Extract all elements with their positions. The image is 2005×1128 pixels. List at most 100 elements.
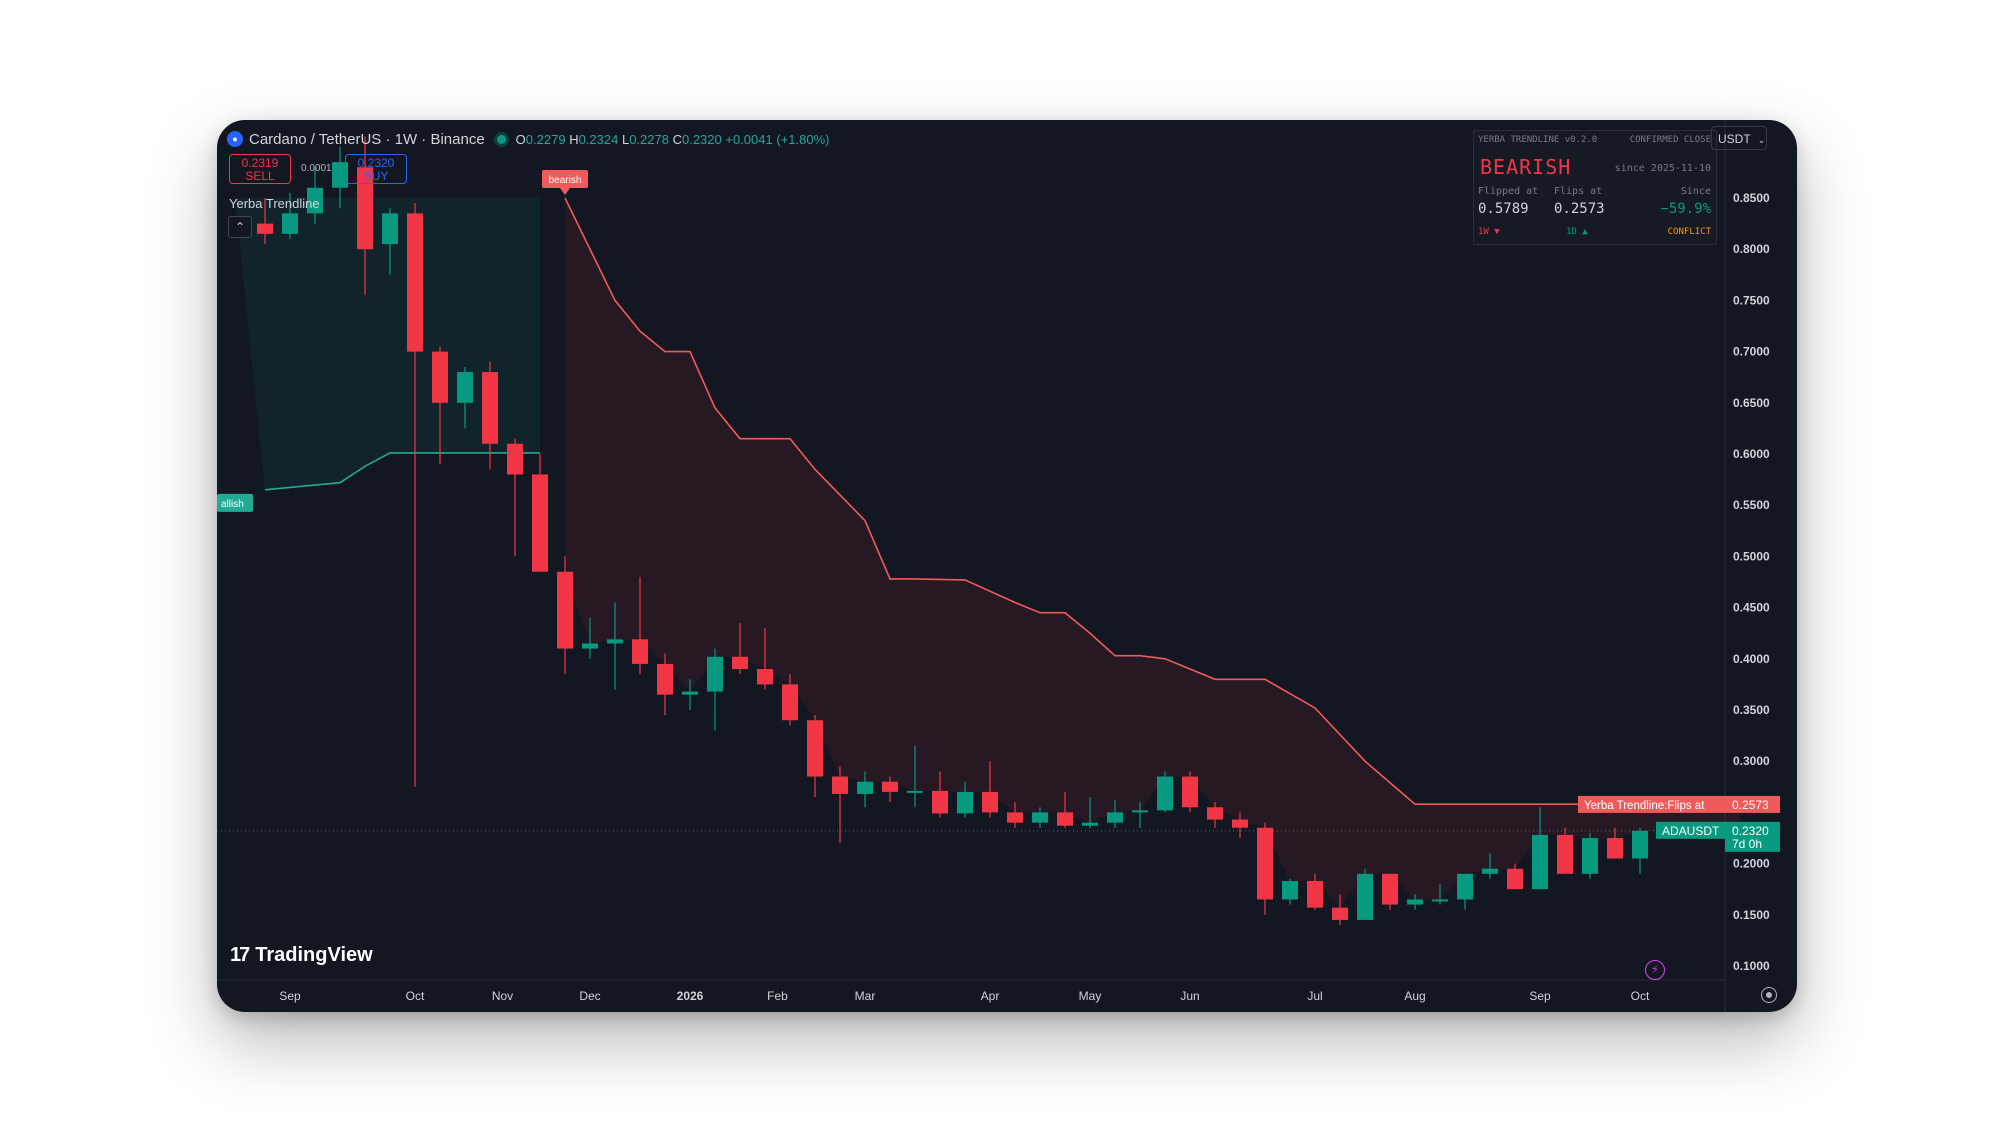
candle-body bbox=[882, 781, 898, 792]
price-chart[interactable]: 0.8500 0.8000 0.7500 0.7000 0.6500 0.6000 0.55… bbox=[217, 120, 1797, 1012]
bearish-tag-pointer bbox=[560, 188, 570, 195]
candle bbox=[707, 648, 723, 731]
ohlc-values: O0.2279 H0.2324 L0.2278 C0.2320 +0.0041 … bbox=[515, 131, 830, 147]
time-axis-label: Apr bbox=[981, 989, 1000, 1003]
panel-flipped-label: Flipped at bbox=[1478, 186, 1539, 197]
candle-body bbox=[857, 781, 873, 794]
gear-icon[interactable] bbox=[1761, 987, 1777, 1003]
candle-body bbox=[257, 223, 273, 234]
candle-body bbox=[1182, 776, 1198, 808]
candle bbox=[1457, 873, 1473, 910]
tradingview-logo-icon: 17 bbox=[230, 944, 250, 966]
chevron-down-icon: ⌄ bbox=[1757, 135, 1766, 145]
candle bbox=[257, 198, 273, 245]
candle-body bbox=[707, 656, 723, 692]
current-price-bg bbox=[1725, 821, 1780, 852]
time-axis-label: May bbox=[1079, 989, 1102, 1003]
price-axis-tick: 0.7500 bbox=[1733, 293, 1770, 307]
candle bbox=[1107, 800, 1123, 828]
candle-body bbox=[1332, 907, 1348, 920]
flips-label-bg bbox=[1578, 795, 1725, 813]
current-price-label: 0.2320 bbox=[1732, 824, 1769, 838]
candle-body bbox=[1282, 881, 1298, 900]
candle-body bbox=[1557, 834, 1573, 874]
candle bbox=[1057, 791, 1073, 828]
candle-body bbox=[382, 213, 398, 245]
candle bbox=[482, 361, 498, 470]
time-axis-label: 2026 bbox=[677, 989, 704, 1003]
candle bbox=[1282, 878, 1298, 905]
candle bbox=[1207, 802, 1223, 828]
buy-button[interactable]: 0.2320 BUY bbox=[345, 154, 407, 184]
time-axis-label: Sep bbox=[279, 989, 301, 1003]
time-axis-label: Feb bbox=[767, 989, 788, 1003]
price-axis-tick: 0.8000 bbox=[1733, 242, 1770, 256]
candle bbox=[1132, 802, 1148, 828]
price-axis-tick: 0.5500 bbox=[1733, 498, 1770, 512]
panel-state: BEARISH bbox=[1480, 155, 1572, 179]
candle-body bbox=[832, 776, 848, 794]
candle-body bbox=[1382, 873, 1398, 905]
candle-body bbox=[957, 791, 973, 814]
candle-body bbox=[1232, 819, 1248, 828]
candle-body bbox=[1432, 899, 1448, 902]
time-axis-label: Dec bbox=[579, 989, 600, 1003]
candle-body bbox=[1207, 807, 1223, 820]
candle-body bbox=[507, 443, 523, 475]
candle bbox=[1582, 832, 1598, 879]
candle bbox=[732, 622, 748, 675]
sell-button[interactable]: 0.2319 SELL bbox=[229, 154, 291, 184]
candle-body bbox=[1132, 810, 1148, 813]
candle bbox=[307, 167, 323, 224]
candle bbox=[882, 776, 898, 803]
candle bbox=[357, 136, 373, 296]
candle bbox=[1182, 771, 1198, 813]
tradingview-logo[interactable]: 17 TradingView bbox=[230, 944, 373, 967]
candle-body bbox=[557, 571, 573, 649]
candle-body bbox=[982, 791, 998, 813]
symbol-label-bg bbox=[1656, 821, 1725, 839]
candle-body bbox=[1057, 812, 1073, 826]
flips-label: Yerba Trendline:Flips at bbox=[1584, 800, 1705, 812]
indicator-title[interactable]: Yerba Trendline bbox=[229, 196, 320, 211]
bullish-fill-area bbox=[235, 198, 540, 490]
bullish-tag: allish bbox=[221, 499, 244, 510]
candle-body bbox=[407, 213, 423, 352]
symbol-title[interactable]: Cardano / TetherUS · 1W · Binance bbox=[249, 130, 485, 148]
candle-body bbox=[1582, 838, 1598, 874]
candle-body bbox=[1607, 838, 1623, 859]
currency-select[interactable]: USDT ⌄ bbox=[1711, 126, 1767, 150]
candle-body bbox=[1082, 822, 1098, 826]
panel-since-value: −59.9% bbox=[1660, 201, 1711, 217]
currency-value: USDT bbox=[1718, 132, 1751, 146]
candle bbox=[1382, 873, 1398, 910]
candle bbox=[832, 766, 848, 844]
bullish-tag-bg bbox=[217, 493, 253, 512]
candle-body bbox=[1507, 868, 1523, 890]
trendline-status-panel: YERBA TRENDLINE v0.2.0 CONFIRMED CLOSE B… bbox=[1473, 130, 1717, 245]
price-axis-tick: 0.4500 bbox=[1733, 601, 1770, 615]
candle-body bbox=[807, 720, 823, 777]
candle bbox=[757, 628, 773, 690]
spread-value: 0.0001 bbox=[301, 163, 332, 174]
candle bbox=[557, 556, 573, 675]
cardano-icon: ● bbox=[227, 131, 243, 147]
candle bbox=[957, 781, 973, 818]
panel-since-date: since 2025-11-10 bbox=[1614, 163, 1711, 174]
candle bbox=[1307, 873, 1323, 910]
candle-body bbox=[1032, 812, 1048, 823]
price-axis-tick: 0.1500 bbox=[1733, 908, 1770, 922]
candle bbox=[1432, 884, 1448, 905]
lightning-icon[interactable]: ⚡ bbox=[1645, 960, 1665, 980]
candle bbox=[1007, 802, 1023, 828]
collapse-chevron-icon[interactable]: ⌃ bbox=[228, 216, 252, 238]
sell-price: 0.2319 bbox=[241, 156, 279, 170]
candle bbox=[907, 745, 923, 808]
candle-body bbox=[732, 656, 748, 670]
candle-body bbox=[607, 639, 623, 644]
bearish-tag: bearish bbox=[549, 175, 582, 186]
candle bbox=[1407, 894, 1423, 910]
candle bbox=[807, 715, 823, 798]
symbol-label: ADAUSDT bbox=[1662, 824, 1720, 838]
candle-body bbox=[1157, 776, 1173, 811]
